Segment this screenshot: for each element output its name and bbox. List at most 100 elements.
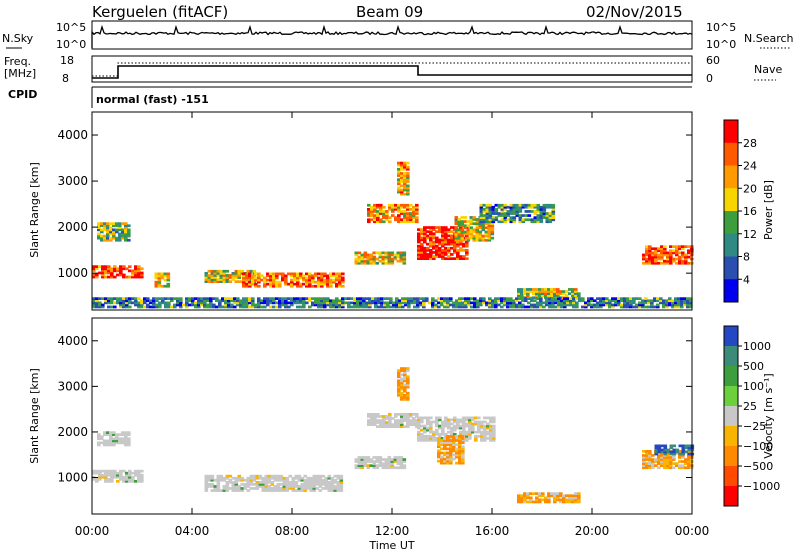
data-cell	[140, 271, 144, 275]
data-cell	[397, 190, 401, 194]
data-cell	[158, 305, 162, 309]
data-cell	[492, 432, 496, 436]
data-cell	[360, 456, 365, 459]
data-cell	[370, 423, 374, 426]
data-cell	[243, 483, 248, 486]
data-cell	[373, 203, 377, 207]
data-cell	[488, 220, 493, 224]
data-cell	[354, 464, 359, 467]
data-cell	[415, 218, 419, 222]
data-cell	[663, 446, 668, 450]
data-cell	[290, 299, 294, 303]
data-cell	[509, 297, 513, 300]
data-cell	[354, 261, 359, 265]
data-cell	[338, 303, 342, 307]
data-cell	[341, 305, 345, 309]
data-cell	[426, 249, 430, 252]
data-cell	[395, 305, 399, 309]
data-cell	[398, 305, 402, 309]
data-cell	[506, 301, 510, 305]
data-cell	[490, 222, 495, 225]
data-cell	[474, 434, 478, 438]
data-cell	[450, 418, 454, 422]
data-cell	[479, 205, 484, 209]
data-cell	[272, 272, 276, 276]
data-cell	[470, 301, 474, 305]
data-cell	[394, 421, 398, 424]
data-cell	[381, 257, 386, 261]
data-cell	[318, 474, 323, 478]
data-cell	[92, 267, 96, 271]
data-cell	[686, 305, 690, 309]
data-cell	[378, 456, 383, 459]
data-cell	[363, 460, 368, 463]
data-cell	[547, 498, 551, 502]
data-cell	[435, 432, 439, 436]
data-cell	[415, 413, 419, 416]
data-cell	[462, 242, 466, 246]
data-cell	[494, 303, 498, 307]
data-cell	[480, 430, 484, 434]
data-cell	[506, 210, 511, 213]
data-cell	[674, 297, 678, 300]
data-cell	[426, 242, 430, 246]
data-cell	[112, 234, 116, 238]
data-cell	[675, 452, 679, 455]
velocity-y-label: Slant Range [km]	[28, 368, 41, 464]
data-cell	[464, 303, 468, 307]
data-cell	[574, 290, 578, 293]
data-cell	[454, 226, 459, 230]
data-cell	[329, 305, 333, 309]
data-cell	[458, 445, 462, 449]
data-cell	[523, 292, 527, 295]
data-cell	[103, 433, 107, 436]
data-cell	[462, 424, 466, 428]
data-cell	[381, 462, 386, 465]
data-cell	[461, 305, 465, 309]
data-cell	[103, 222, 107, 225]
data-cell	[550, 290, 554, 293]
data-cell	[440, 299, 444, 303]
data-cell	[512, 216, 517, 219]
data-cell	[435, 246, 439, 250]
data-cell	[468, 432, 472, 436]
data-cell	[373, 218, 377, 222]
data-cell	[574, 294, 578, 297]
data-cell	[100, 230, 104, 234]
data-cell	[645, 454, 649, 457]
data-cell	[648, 251, 652, 255]
data-cell	[118, 437, 122, 441]
data-cell	[115, 222, 119, 225]
data-cell	[441, 255, 445, 258]
data-cell	[353, 301, 357, 305]
data-cell	[675, 245, 679, 248]
data-cell	[500, 297, 504, 300]
data-cell	[371, 299, 375, 303]
data-cell	[104, 301, 108, 305]
data-cell	[462, 249, 466, 252]
data-cell	[263, 284, 267, 288]
data-cell	[530, 305, 534, 309]
data-cell	[406, 218, 410, 222]
data-cell	[369, 253, 374, 257]
data-cell	[296, 276, 300, 280]
data-cell	[455, 301, 459, 305]
data-cell	[654, 247, 658, 251]
data-cell	[315, 481, 320, 484]
data-cell	[474, 420, 478, 424]
data-cell	[614, 299, 618, 303]
data-cell	[503, 220, 508, 224]
data-cell	[368, 299, 372, 303]
data-cell	[464, 299, 468, 303]
data-cell	[487, 232, 492, 236]
data-cell	[206, 299, 210, 303]
data-cell	[542, 301, 546, 305]
data-cell	[366, 458, 371, 461]
data-cell	[500, 220, 505, 224]
data-cell	[378, 460, 383, 463]
data-cell	[381, 458, 386, 461]
data-cell	[533, 299, 537, 303]
data-cell	[551, 210, 556, 213]
data-cell	[497, 220, 502, 224]
data-cell	[417, 228, 421, 231]
